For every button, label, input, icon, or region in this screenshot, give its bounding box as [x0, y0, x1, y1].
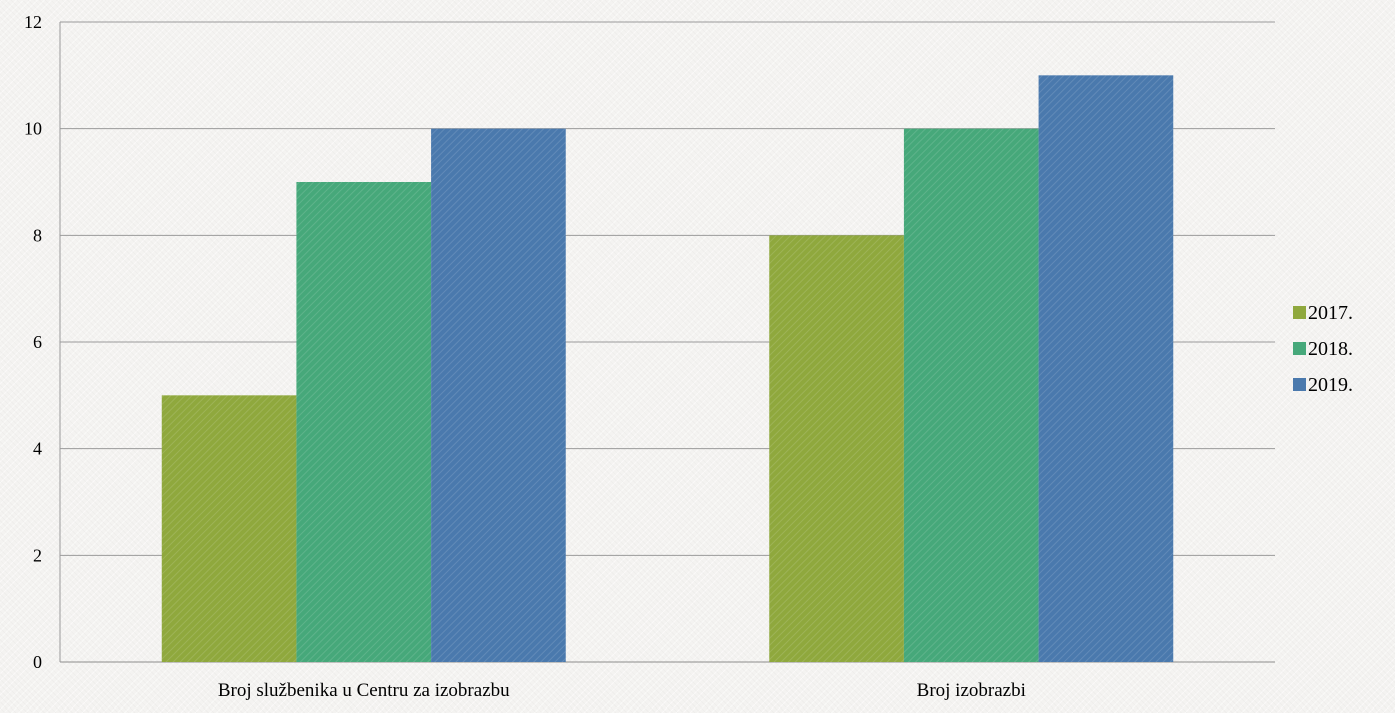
bar-texture [161, 395, 297, 662]
x-category-label: Broj izobrazbi [917, 680, 1026, 701]
bar-texture [1038, 75, 1174, 663]
legend-label: 2018. [1308, 338, 1353, 360]
x-category-label: Broj službenika u Centru za izobrazbu [218, 680, 510, 701]
bar-texture [431, 128, 566, 662]
y-tick-label: 4 [33, 439, 42, 459]
legend-swatch [1293, 342, 1306, 355]
y-tick-label: 10 [24, 119, 42, 139]
bar-texture [296, 182, 432, 662]
y-tick-label: 8 [33, 225, 42, 245]
bar-texture [769, 235, 904, 663]
legend-swatch [1293, 378, 1306, 391]
y-tick-label: 2 [33, 545, 42, 565]
y-axis-ticks: 0 2 4 6 8 10 12 [24, 12, 42, 672]
legend: 2017. 2018. 2019. [1293, 302, 1353, 396]
legend-label: 2019. [1308, 374, 1353, 396]
y-tick-label: 6 [33, 332, 42, 352]
y-tick-label: 12 [24, 12, 42, 32]
bar-texture [903, 128, 1039, 662]
legend-label: 2017. [1308, 302, 1353, 324]
x-axis-categories: Broj službenika u Centru za izobrazbu Bro… [218, 680, 1026, 701]
bars [161, 75, 1174, 663]
legend-swatch [1293, 306, 1306, 319]
y-tick-label: 0 [33, 652, 42, 672]
